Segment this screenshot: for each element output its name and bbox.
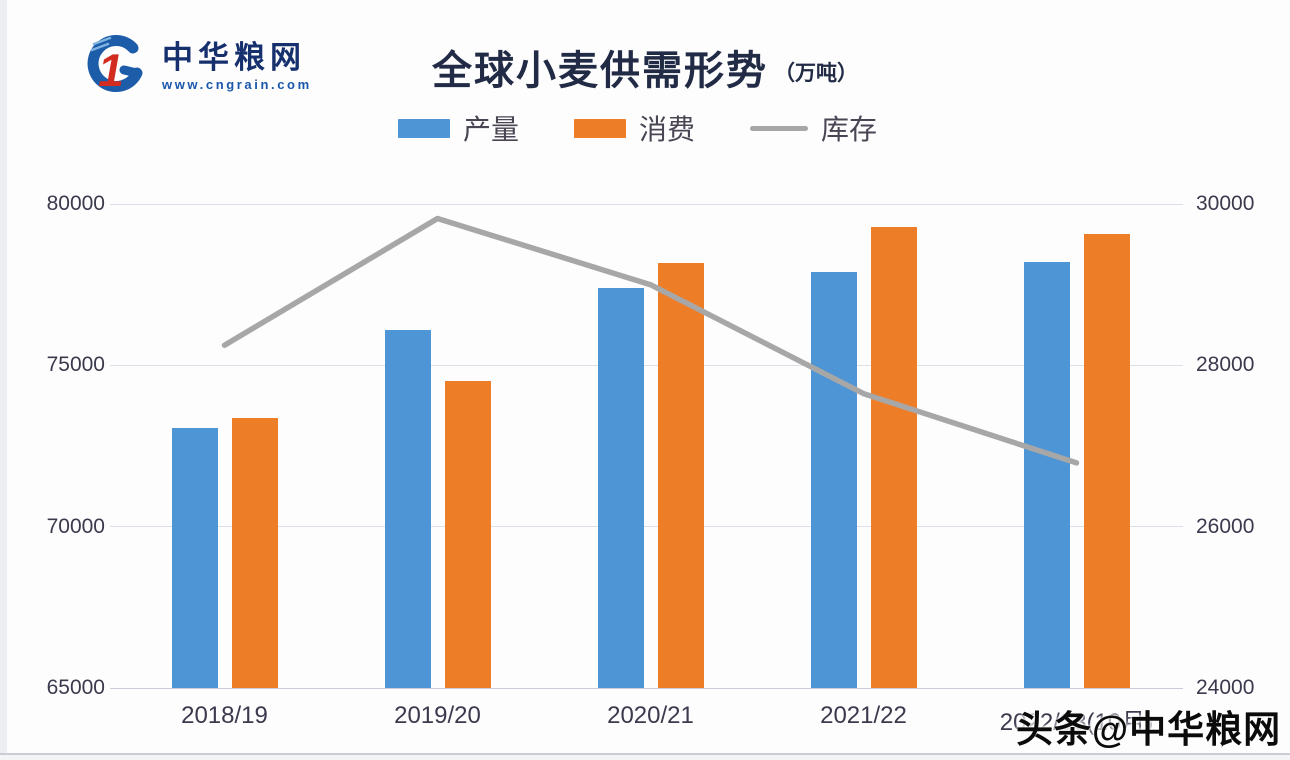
bottom-divider (0, 753, 1290, 755)
legend-label-stocks: 库存 (821, 114, 878, 145)
bottom-strip (0, 755, 1290, 760)
y-axis-right-label-24000: 24000 (1196, 676, 1255, 699)
gridline-65000 (110, 687, 1183, 689)
bar-消费-2018/19 (231, 417, 278, 688)
legend: 产量 消费 库存 (398, 110, 877, 146)
y-axis-left-label-80000: 80000 (46, 192, 105, 215)
toutiao-watermark: 头条@中华粮网 (1016, 709, 1282, 750)
legend-item-consumption: 消费 (574, 108, 695, 148)
cngrain-logo: 1 中华粮网 www.cngrain.com (84, 30, 312, 103)
bar-消费-2022/23(10月) (1083, 234, 1130, 688)
chart-title: 全球小麦供需形势 (432, 47, 768, 94)
x-axis-label-2018/19: 2018/19 (181, 702, 268, 729)
y-axis-left-label-70000: 70000 (46, 514, 105, 538)
y-axis-left-label-75000: 75000 (46, 353, 105, 377)
bar-产量-2022/23(10月) (1023, 262, 1070, 688)
bar-消费-2020/21 (657, 263, 704, 688)
brand-name: 中华粮网 (162, 39, 306, 75)
bar-产量-2018/19 (171, 427, 218, 688)
production-swatch-icon (398, 118, 450, 138)
legend-item-production: 产量 (398, 108, 519, 148)
bar-产量-2021/22 (810, 272, 857, 688)
gridline-75000 (110, 364, 1183, 366)
gridline-80000 (110, 203, 1183, 205)
cngrain-logo-icon: 1 (84, 30, 150, 103)
stocks-line-swatch-icon (750, 125, 809, 131)
legend-item-stocks: 库存 (750, 108, 877, 148)
x-axis-label-2020/21: 2020/21 (607, 702, 694, 729)
gridline-70000 (110, 526, 1183, 528)
y-axis-right-label-28000: 28000 (1196, 353, 1255, 377)
y-axis-right-label-26000: 26000 (1196, 514, 1255, 538)
chart-unit: （万吨） (774, 60, 858, 85)
consumption-swatch-icon (574, 118, 627, 138)
bar-消费-2021/22 (870, 226, 917, 688)
y-axis-right-label-30000: 30000 (1196, 192, 1255, 215)
bar-产量-2019/20 (384, 329, 431, 688)
bar-产量-2020/21 (597, 287, 644, 688)
x-axis-label-2022/23(10月): 2022/23(10月) (999, 709, 1154, 736)
bar-消费-2019/20 (444, 381, 491, 688)
legend-label-consumption: 消费 (639, 114, 696, 145)
y-axis-left-label-65000: 65000 (46, 676, 105, 699)
x-axis-label-2019/20: 2019/20 (394, 702, 481, 729)
chart-title-block: 全球小麦供需形势 （万吨） (0, 38, 1290, 96)
brand-url: www.cngrain.com (162, 77, 312, 93)
x-axis-label-2021/22: 2021/22 (820, 702, 907, 729)
left-edge-strip (0, 0, 7, 760)
legend-label-production: 产量 (463, 114, 520, 145)
